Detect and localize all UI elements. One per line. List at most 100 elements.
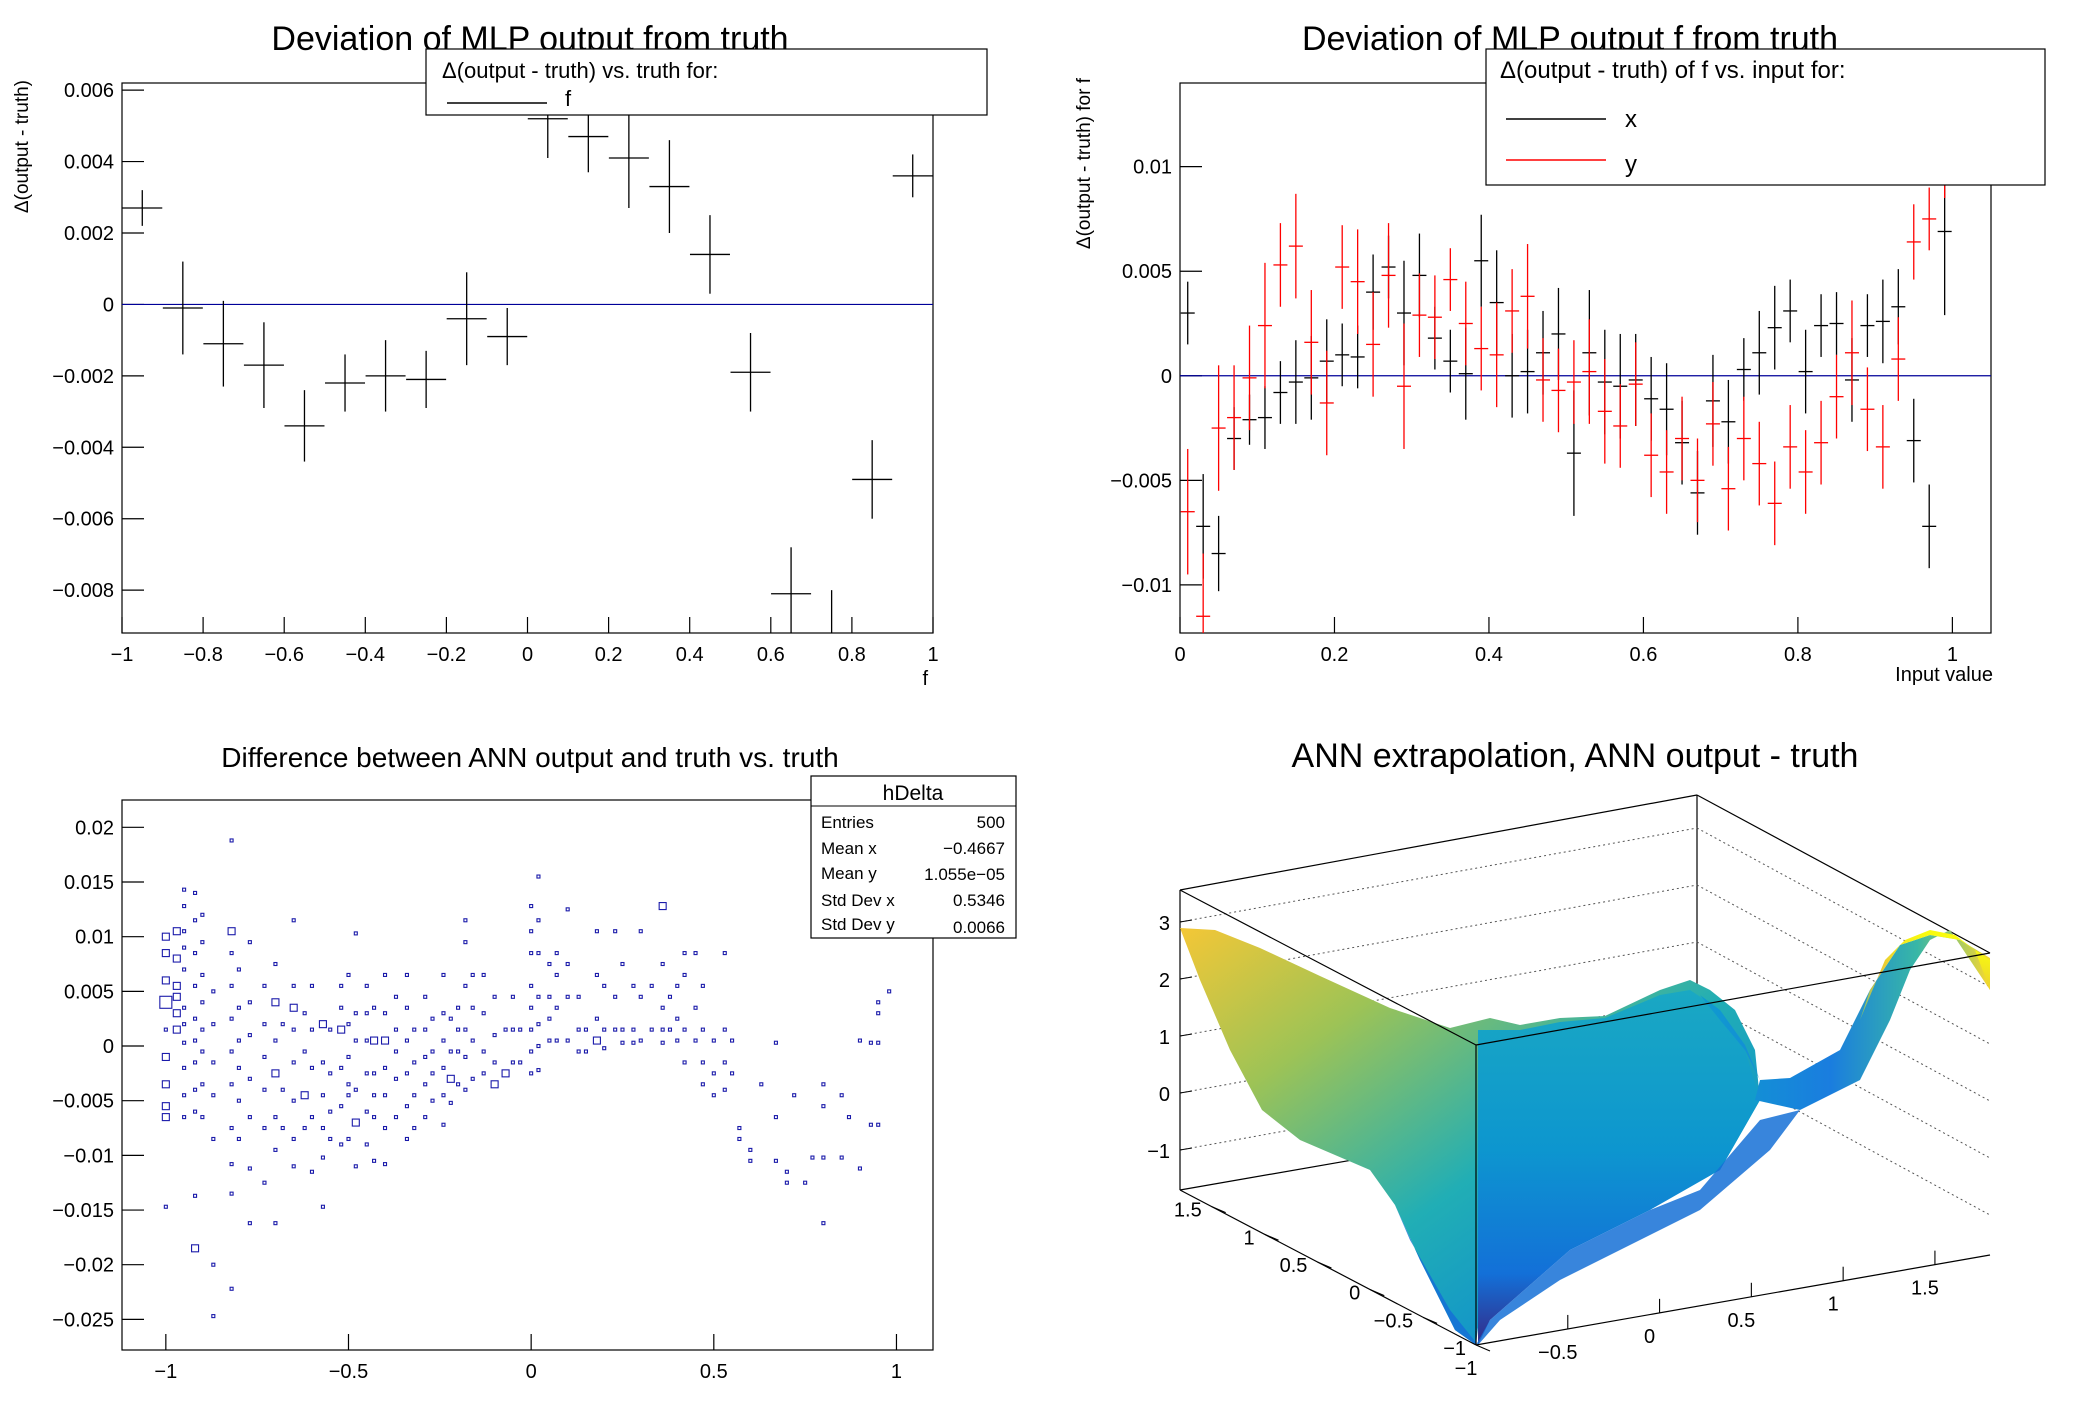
box-bin xyxy=(412,1060,417,1065)
data-point-x xyxy=(1474,214,1489,307)
data-point-y xyxy=(1273,223,1288,307)
box-bin xyxy=(404,1005,409,1010)
box-bin xyxy=(430,1016,435,1021)
data-point-x xyxy=(1860,294,1875,357)
box-bin xyxy=(404,1104,409,1109)
box-bin xyxy=(364,1038,369,1043)
y3d-tick-label: 0 xyxy=(1349,1283,1360,1305)
surface-right-face xyxy=(1700,930,1990,1110)
data-point-y xyxy=(1844,300,1859,406)
box-bin xyxy=(441,1065,446,1070)
y-tick-label: −0.01 xyxy=(1121,575,1172,597)
box-bin xyxy=(412,1027,417,1032)
box-bin xyxy=(784,1180,789,1185)
box-bin xyxy=(456,1005,461,1010)
box-bin xyxy=(649,983,654,988)
box-bin xyxy=(554,951,559,956)
box-bin xyxy=(229,1125,234,1131)
box-bin xyxy=(364,1109,369,1114)
box-bin xyxy=(682,1060,687,1065)
box-bin xyxy=(393,1076,399,1081)
x-tick-label: 0.2 xyxy=(1321,644,1349,666)
x-tick-label: 0.4 xyxy=(1475,644,1503,666)
data-point-x xyxy=(1211,515,1226,592)
box-bin xyxy=(658,902,667,911)
box-bin xyxy=(372,1115,377,1120)
data-point-y xyxy=(1489,302,1504,408)
stats-value-entries: 500 xyxy=(977,813,1005,832)
data-point-y xyxy=(1396,323,1411,449)
box-bin xyxy=(353,931,358,936)
box-bin xyxy=(492,994,497,999)
box-bin xyxy=(821,1155,826,1160)
box-bin xyxy=(364,983,369,988)
box-bin xyxy=(448,1016,453,1021)
box-bin xyxy=(339,1005,344,1010)
box-bin xyxy=(193,1016,198,1021)
box-bin xyxy=(328,1071,333,1076)
box-bin xyxy=(346,1054,351,1060)
box-bin xyxy=(227,927,236,936)
box-bin xyxy=(430,1049,435,1054)
box-bin xyxy=(547,994,552,999)
x-tick-label: −0.5 xyxy=(329,1361,368,1383)
data-point-y xyxy=(1350,229,1365,334)
box-bin xyxy=(649,1027,654,1032)
box-bin xyxy=(182,1005,187,1010)
box-bin xyxy=(273,961,278,967)
box-bin xyxy=(876,1040,881,1045)
data-point-f xyxy=(852,440,893,519)
box-bin xyxy=(182,1093,187,1098)
box-bin xyxy=(229,951,234,956)
box-bin xyxy=(547,1038,552,1043)
panel2-ylabel: Δ(output - truth) for f xyxy=(1074,77,1095,249)
box-bin xyxy=(372,1071,377,1076)
box-bin xyxy=(503,1027,508,1032)
data-point-y xyxy=(1257,262,1272,389)
data-point-y xyxy=(1196,553,1211,633)
box-bin xyxy=(730,1071,735,1076)
box-bin xyxy=(463,1087,468,1092)
box-bin xyxy=(792,1093,797,1098)
box-bin xyxy=(291,918,296,923)
y-tick-label: −0.006 xyxy=(52,509,114,531)
box-bin xyxy=(700,1082,705,1087)
box-bin xyxy=(722,951,727,956)
data-point-x xyxy=(1288,340,1303,424)
box-bin xyxy=(404,1038,409,1043)
box-bin xyxy=(229,1082,234,1087)
box-bin xyxy=(773,1115,778,1120)
box-bin xyxy=(309,983,315,988)
box-bin xyxy=(236,1005,241,1010)
x-tick-label: −0.6 xyxy=(264,644,303,666)
box-bin xyxy=(291,1027,296,1032)
data-point-y xyxy=(1211,365,1226,491)
x3d-tick-label: 0 xyxy=(1644,1326,1655,1348)
panel1-ylabel: Δ(output - truth) xyxy=(12,80,33,213)
data-point-y xyxy=(1922,187,1937,251)
box-bin xyxy=(675,1038,680,1043)
box-bin xyxy=(887,989,892,994)
box-bin xyxy=(481,972,486,978)
data-point-x xyxy=(1752,310,1767,395)
box-bin xyxy=(302,1125,307,1131)
x3d-tick-label: 1 xyxy=(1828,1294,1839,1316)
box-bin xyxy=(631,983,636,988)
box-bin xyxy=(346,1093,351,1098)
box-bin xyxy=(161,932,170,941)
data-point-x xyxy=(1257,386,1272,449)
box-bin xyxy=(554,1038,559,1043)
y3d-tick-label: 1.5 xyxy=(1174,1200,1202,1222)
box-bin xyxy=(602,1046,607,1051)
box-bin xyxy=(200,972,205,978)
box-bin xyxy=(271,1069,280,1078)
box-bin xyxy=(191,1244,200,1253)
box-bin xyxy=(711,1071,716,1076)
box-bin xyxy=(529,951,534,956)
box-bin xyxy=(463,940,468,945)
box-bin xyxy=(693,951,698,956)
box-bin xyxy=(613,929,618,934)
box-bin xyxy=(236,1065,241,1070)
box-bin xyxy=(200,1115,205,1120)
x3d-tick-label: −1 xyxy=(1455,1358,1478,1380)
